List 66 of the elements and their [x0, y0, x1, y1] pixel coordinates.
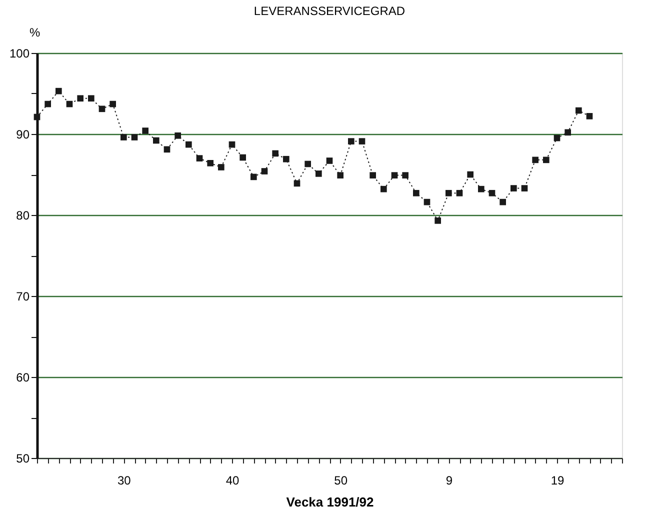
x-tick-label: 9 — [446, 474, 453, 488]
point — [510, 185, 517, 192]
point — [576, 107, 582, 114]
y-tick-label: 80 — [16, 208, 30, 222]
point — [164, 146, 170, 153]
point — [532, 156, 538, 164]
point — [186, 141, 192, 148]
point — [110, 100, 116, 108]
point — [66, 100, 73, 108]
point — [261, 168, 268, 174]
y-tick-label: 70 — [16, 290, 30, 304]
point — [34, 114, 40, 120]
point — [380, 186, 387, 192]
point — [120, 134, 127, 140]
point — [424, 198, 430, 206]
y-tick-label: 60 — [16, 370, 30, 384]
y-axis-title: % — [30, 26, 40, 40]
point — [207, 160, 214, 166]
point — [240, 154, 246, 161]
point — [326, 158, 333, 164]
point — [500, 198, 506, 206]
point — [44, 100, 51, 108]
point — [77, 95, 84, 102]
point — [370, 172, 376, 178]
point — [413, 190, 420, 196]
point — [467, 171, 474, 178]
point — [478, 186, 484, 192]
point — [564, 129, 571, 136]
point — [358, 138, 366, 144]
point — [348, 138, 354, 144]
point — [218, 164, 224, 170]
point — [174, 132, 181, 139]
point — [586, 113, 593, 120]
point — [456, 190, 463, 196]
x-tick-label: 19 — [550, 474, 564, 488]
point — [337, 172, 344, 178]
point — [56, 88, 62, 94]
y-tick-label: 100 — [9, 46, 30, 60]
y-tick-label: 50 — [16, 452, 30, 466]
point — [98, 106, 106, 112]
y-tick-label: 90 — [16, 128, 30, 142]
point — [88, 95, 94, 102]
point — [488, 190, 496, 196]
point — [131, 134, 138, 140]
point — [434, 218, 441, 224]
point — [228, 141, 236, 148]
point — [250, 174, 257, 180]
point — [283, 156, 290, 162]
point — [142, 128, 148, 134]
point — [196, 155, 203, 162]
point — [543, 156, 550, 164]
point — [402, 172, 408, 178]
point — [446, 190, 452, 196]
point — [304, 160, 311, 168]
x-tick-label: 30 — [117, 474, 132, 488]
point — [391, 172, 398, 178]
point — [294, 180, 300, 187]
point — [316, 170, 322, 177]
x-tick-label: 40 — [226, 474, 240, 488]
chart-title: LEVERANSSERVICEGRAD — [254, 4, 406, 18]
x-tick-label: 50 — [334, 474, 348, 488]
x-axis-title: Vecka 1991/92 — [286, 494, 374, 510]
point — [554, 134, 560, 142]
point — [153, 137, 160, 144]
point — [521, 185, 528, 192]
point — [272, 150, 278, 157]
